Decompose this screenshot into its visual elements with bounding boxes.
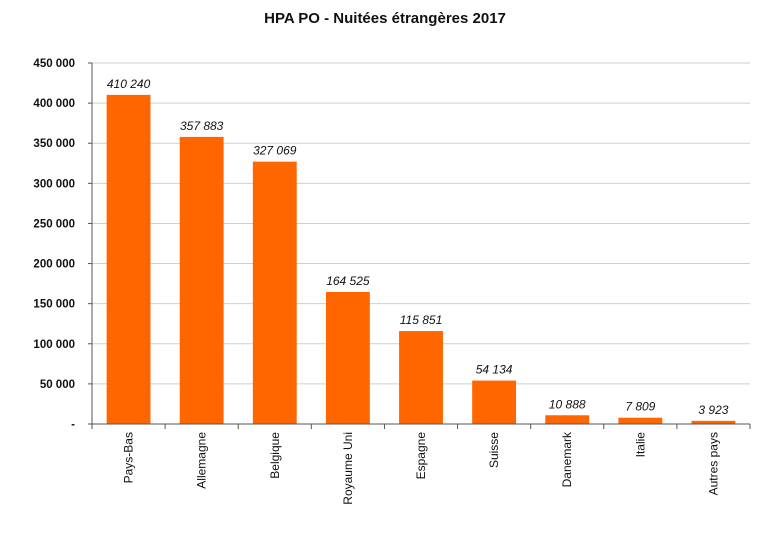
axes [91, 63, 751, 429]
bar [545, 415, 590, 424]
y-tick-label: 200 000 [33, 259, 75, 271]
bar [252, 161, 297, 424]
x-tick-label: Suisse [487, 432, 501, 468]
y-tick-label: 250 000 [33, 218, 75, 230]
data-label: 54 134 [476, 363, 513, 377]
data-label: 115 851 [400, 313, 443, 327]
data-label: 7 809 [625, 400, 655, 414]
data-labels: 410 240 357 883 327 069 164 525 115 851 54 13… [107, 77, 729, 417]
bar [325, 292, 370, 424]
y-tick-label: - [71, 419, 75, 431]
x-tick-label: Royaume Uni [341, 432, 355, 505]
y-tick-label: 350 000 [33, 138, 75, 150]
bar [179, 136, 224, 424]
data-label: 327 069 [253, 144, 297, 158]
x-tick-label: Allemagne [195, 432, 209, 489]
data-label: 357 883 [180, 119, 224, 133]
y-axis-ticks: - 50 000 100 000 150 000 200 000 250 000 300 0… [33, 58, 92, 431]
bars [106, 94, 736, 424]
bar [106, 94, 151, 424]
chart-title: HPA PO - Nuitées étrangères 2017 [264, 10, 506, 27]
y-tick-label: 450 000 [33, 58, 75, 70]
bar [691, 420, 736, 424]
x-tick-label: Belgique [268, 432, 282, 479]
y-tick-label: 100 000 [33, 339, 75, 351]
bar [618, 417, 663, 424]
x-tick-label: Espagne [414, 432, 428, 480]
data-label: 3 923 [698, 403, 728, 417]
x-tick-label: Pays-Bas [122, 432, 136, 483]
data-label: 164 525 [326, 274, 370, 288]
x-axis-ticks: Pays-Bas Allemagne Belgique Royaume Uni Espa… [122, 431, 721, 505]
data-label: 10 888 [549, 397, 586, 411]
bar [472, 380, 517, 424]
y-tick-label: 150 000 [33, 299, 75, 311]
x-tick-label: Italie [633, 432, 647, 458]
x-tick-label: Danemark [560, 431, 574, 487]
bar [399, 331, 443, 424]
y-tick-label: 300 000 [33, 178, 75, 190]
y-tick-label: 50 000 [40, 379, 75, 391]
x-tick-label: Autres pays [706, 432, 720, 495]
data-label: 410 240 [107, 77, 151, 91]
y-tick-label: 400 000 [33, 98, 75, 110]
